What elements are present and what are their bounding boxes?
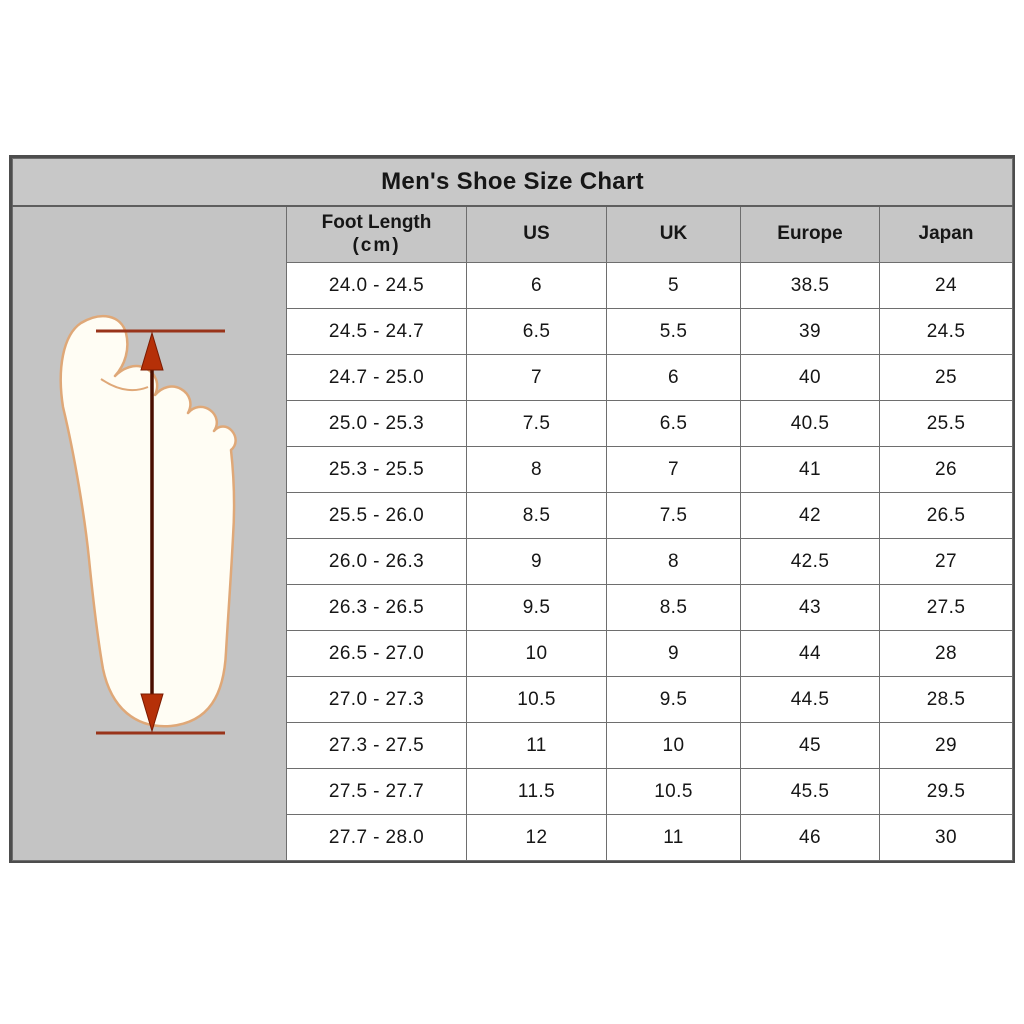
cell-us-size: 7: [466, 354, 607, 401]
cell-europe-size: 39: [740, 308, 880, 355]
cell-us-size: 12: [466, 814, 607, 861]
chart-title-row: Men's Shoe Size Chart: [11, 158, 1014, 207]
cell-uk-size: 6.5: [606, 400, 741, 447]
cell-us-size: 6: [466, 262, 607, 309]
foot-measurement-icon: [59, 314, 237, 734]
cell-uk-size: 7.5: [606, 492, 741, 539]
cell-foot-length: 24.5 - 24.7: [286, 308, 467, 355]
table-row: 25.5 - 26.0 8.5 7.5 42 26.5: [13, 492, 1014, 539]
table-row: 27.7 - 28.0 12 11 46 30: [13, 814, 1014, 861]
table-row: 24.0 - 24.5 6 5 38.5 24: [13, 262, 1014, 309]
cell-japan-size: 27.5: [878, 584, 1014, 631]
cell-us-size: 10: [466, 630, 607, 677]
cell-europe-size: 42: [740, 492, 880, 539]
cell-japan-size: 26: [878, 446, 1014, 493]
cell-foot-length: 25.0 - 25.3: [286, 400, 467, 447]
col-header-uk: UK: [606, 205, 741, 263]
cell-uk-size: 11: [606, 814, 741, 861]
size-chart-panel: Men's Shoe Size Chart: [9, 155, 1015, 863]
table-row: 26.3 - 26.5 9.5 8.5 43 27.5: [13, 584, 1014, 631]
cell-foot-length: 27.5 - 27.7: [286, 768, 467, 815]
table-row: 27.0 - 27.3 10.5 9.5 44.5 28.5: [13, 676, 1014, 723]
cell-us-size: 8.5: [466, 492, 607, 539]
cell-foot-length: 27.7 - 28.0: [286, 814, 467, 861]
cell-uk-size: 8: [606, 538, 741, 585]
col-header-us: US: [466, 205, 607, 263]
cell-us-size: 11.5: [466, 768, 607, 815]
col-header-foot-length: Foot Length (cm): [286, 205, 467, 263]
col-header-europe: Europe: [740, 205, 880, 263]
cell-japan-size: 29: [878, 722, 1014, 769]
cell-uk-size: 5.5: [606, 308, 741, 355]
cell-us-size: 8: [466, 446, 607, 493]
cell-europe-size: 43: [740, 584, 880, 631]
cell-foot-length: 26.5 - 27.0: [286, 630, 467, 677]
col-header-japan: Japan: [878, 205, 1014, 263]
cell-europe-size: 41: [740, 446, 880, 493]
measure-arrowhead-down: [140, 693, 164, 733]
cell-japan-size: 28.5: [878, 676, 1014, 723]
cell-europe-size: 45: [740, 722, 880, 769]
cell-us-size: 6.5: [466, 308, 607, 355]
cell-europe-size: 46: [740, 814, 880, 861]
cell-us-size: 7.5: [466, 400, 607, 447]
cell-us-size: 10.5: [466, 676, 607, 723]
cell-japan-size: 24: [878, 262, 1014, 309]
cell-foot-length: 25.3 - 25.5: [286, 446, 467, 493]
table-header-row: Foot Length (cm) US UK Europe Japan: [12, 205, 1014, 861]
cell-us-size: 11: [466, 722, 607, 769]
cell-foot-length: 26.3 - 26.5: [286, 584, 467, 631]
cell-foot-length: 27.0 - 27.3: [286, 676, 467, 723]
foot-illustration-cell: [12, 205, 287, 861]
table-row: 26.5 - 27.0 10 9 44 28: [13, 630, 1014, 677]
cell-japan-size: 27: [878, 538, 1014, 585]
cell-uk-size: 9.5: [606, 676, 741, 723]
cell-foot-length: 24.0 - 24.5: [286, 262, 467, 309]
cell-uk-size: 8.5: [606, 584, 741, 631]
cell-europe-size: 40: [740, 354, 880, 401]
cell-uk-size: 7: [606, 446, 741, 493]
measure-arrowhead-up: [140, 330, 164, 370]
foot-crease-line: [100, 377, 149, 391]
cell-europe-size: 42.5: [740, 538, 880, 585]
table-row: 24.5 - 24.7 6.5 5.5 39 24.5: [13, 308, 1014, 355]
size-chart-table: Men's Shoe Size Chart: [11, 158, 1014, 861]
foot-outline: [59, 314, 237, 727]
cell-japan-size: 30: [878, 814, 1014, 861]
cell-uk-size: 10: [606, 722, 741, 769]
cell-foot-length: 27.3 - 27.5: [286, 722, 467, 769]
table-row: 24.7 - 25.0 7 6 40 25: [13, 354, 1014, 401]
cell-uk-size: 9: [606, 630, 741, 677]
table-row: 27.3 - 27.5 11 10 45 29: [13, 722, 1014, 769]
cell-japan-size: 25: [878, 354, 1014, 401]
cell-uk-size: 6: [606, 354, 741, 401]
cell-japan-size: 26.5: [878, 492, 1014, 539]
cell-europe-size: 38.5: [740, 262, 880, 309]
cell-europe-size: 44: [740, 630, 880, 677]
cell-uk-size: 10.5: [606, 768, 741, 815]
table-row: 25.3 - 25.5 8 7 41 26: [13, 446, 1014, 493]
col-header-foot-length-line1: Foot Length: [321, 211, 432, 233]
chart-title: Men's Shoe Size Chart: [11, 158, 1014, 207]
table-row: 27.5 - 27.7 11.5 10.5 45.5 29.5: [13, 768, 1014, 815]
cell-uk-size: 5: [606, 262, 741, 309]
cell-us-size: 9.5: [466, 584, 607, 631]
cell-europe-size: 40.5: [740, 400, 880, 447]
cell-us-size: 9: [466, 538, 607, 585]
cell-foot-length: 26.0 - 26.3: [286, 538, 467, 585]
cell-japan-size: 28: [878, 630, 1014, 677]
cell-japan-size: 24.5: [878, 308, 1014, 355]
cell-japan-size: 29.5: [878, 768, 1014, 815]
cell-europe-size: 45.5: [740, 768, 880, 815]
col-header-foot-length-line2: (cm): [352, 235, 401, 257]
cell-japan-size: 25.5: [878, 400, 1014, 447]
cell-foot-length: 24.7 - 25.0: [286, 354, 467, 401]
cell-foot-length: 25.5 - 26.0: [286, 492, 467, 539]
cell-europe-size: 44.5: [740, 676, 880, 723]
